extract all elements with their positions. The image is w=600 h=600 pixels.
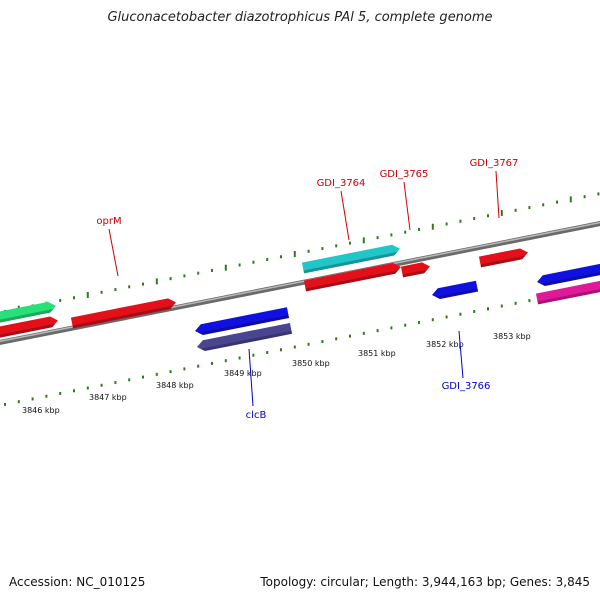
accession-label: Accession: NC_010125 [9, 575, 146, 589]
gene-unlabeled [195, 307, 290, 336]
scale-tick-label: 3850 kbp [292, 359, 330, 368]
gene-unlabeled-shade [0, 323, 56, 340]
gene-unlabeled [535, 280, 600, 305]
gene-label-leader [248, 348, 254, 407]
scale-tick-label: 3846 kbp [22, 406, 60, 415]
gene-unlabeled [537, 262, 600, 287]
scale-tick-label: 3847 kbp [89, 393, 127, 402]
gene-clcb [197, 322, 293, 352]
gene-unlabeled [0, 316, 58, 340]
gene-gdi_3765 [400, 262, 430, 278]
gene-oprm-body [70, 298, 177, 329]
gene-label: GDI_3764 [317, 178, 366, 189]
scale-tick-label: 3852 kbp [426, 340, 464, 349]
gene-gdi_3765-body [400, 262, 430, 278]
gene-gdi_3764-body [301, 244, 401, 274]
gene-oprm-shade [72, 305, 174, 329]
gene-label-leader [108, 228, 119, 277]
gene-label-leader [458, 330, 464, 379]
gene-gdi_3766-body [432, 280, 479, 300]
scale-tick-label: 3853 kbp [493, 332, 531, 341]
gene-gdi_3767-shade [480, 255, 526, 268]
genome-summary-label: Topology: circular; Length: 3,944,163 bp… [260, 575, 590, 589]
gene-label: GDI_3765 [380, 169, 429, 180]
gene-oprm [70, 298, 177, 329]
gene-unlabeled [0, 301, 57, 325]
gene-label: clcB [246, 410, 267, 421]
gene-label: GDI_3766 [442, 381, 491, 392]
gene-label-leader [403, 181, 411, 231]
gene-clcb-body [197, 322, 293, 352]
gene-unlabeled-body [0, 301, 57, 325]
gene-gdi_3765-shade [402, 269, 428, 278]
gene-unlabeled-shade [0, 308, 54, 325]
gene-gdi_3764-shade [303, 251, 398, 274]
gene-unlabeled-body [535, 280, 600, 305]
gene-label-leader [495, 170, 500, 219]
gene-gdi_3766-shade [435, 288, 479, 300]
gene-gdi_3764 [301, 244, 401, 274]
gene-label: GDI_3767 [470, 158, 519, 169]
gene-gdi_3767-body [478, 248, 528, 268]
map-title: Gluconacetobacter diazotrophicus PAl 5, … [107, 10, 493, 25]
gene-label: oprM [96, 216, 121, 227]
gene-unlabeled [303, 262, 401, 292]
scale-tick-label: 3851 kbp [358, 349, 396, 358]
gene-gdi_3767 [478, 248, 528, 268]
gene-label-leader [340, 190, 350, 241]
gene-unlabeled-body [303, 262, 401, 292]
gene-unlabeled-shade [537, 287, 600, 305]
gene-unlabeled-shade [305, 269, 399, 292]
gene-unlabeled-shade [540, 269, 600, 287]
gene-unlabeled-body [537, 262, 600, 287]
gene-clcb-shade [200, 330, 293, 352]
gene-unlabeled-body [0, 316, 58, 340]
gene-gdi_3766 [432, 280, 479, 300]
scale-tick-label: 3848 kbp [156, 381, 194, 390]
scale-tick-label: 3849 kbp [224, 369, 262, 378]
gene-unlabeled-body [195, 307, 290, 336]
gene-unlabeled-shade [198, 315, 290, 336]
